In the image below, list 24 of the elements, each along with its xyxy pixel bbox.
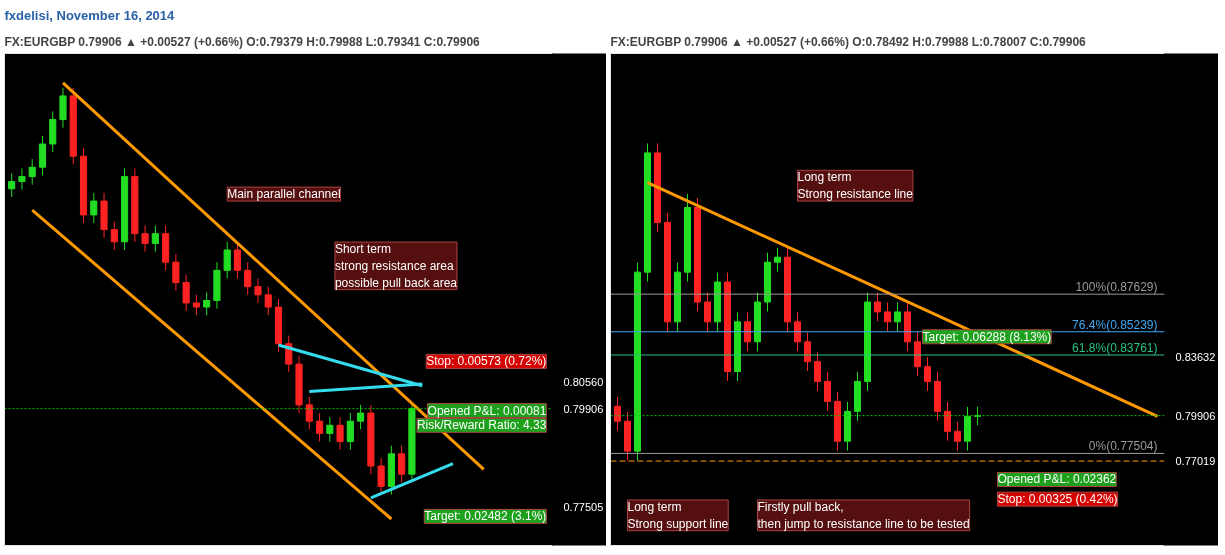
y-tick-label: 0.83632 <box>1175 351 1216 364</box>
ref-line-label: 0%(0.77504) <box>1088 439 1158 454</box>
text: fxdelisi, November 16, 2014 <box>4 7 176 23</box>
annotation: Firstly pull back, then jump to resistance line to be tested <box>757 499 970 531</box>
y-tick-label: 0.77019 <box>1175 455 1216 468</box>
chart-title: FX:EURGBP 0.79906 ▲ +0.00527 (+0.66%) O:0.78492 H:0.79988 L:0.78007 C:0.79906 <box>610 34 1087 49</box>
y-tick-label: 0.79906 <box>1175 409 1216 422</box>
annotation: Short term strong resistance area possible pull back area <box>334 242 458 290</box>
annotation: Target: 0.02482 (3.1%) <box>424 509 547 524</box>
ref-line-label: 76.4%(0.85239) <box>1072 317 1158 332</box>
annotation: Long term Strong support line <box>627 499 729 531</box>
annotation: Main parallel channel <box>227 187 341 202</box>
y-tick-label: 0.80560 <box>563 376 604 389</box>
ref-line-label: 100%(0.87629) <box>1075 280 1158 295</box>
annotation: Opened P&L: 0.00081 <box>427 403 547 418</box>
annotation: Stop: 0.00573 (0.72%) <box>426 354 547 369</box>
annotation: Stop: 0.00325 (0.42%) <box>997 492 1118 507</box>
y-tick-label: 0.79906 <box>563 402 604 415</box>
y-tick-label: 0.77505 <box>563 500 604 513</box>
ref-line-label: 61.8%(0.83761) <box>1072 341 1158 356</box>
annotation: Risk/Reward Ratio: 4.33 <box>416 418 547 433</box>
chart-title: FX:EURGBP 0.79906 ▲ +0.00527 (+0.66%) O:0.79379 H:0.79988 L:0.79341 C:0.79906 <box>4 34 481 49</box>
annotation: Opened P&L: 0.02362 <box>997 472 1117 487</box>
annotation: Long term Strong resistance line <box>797 170 914 202</box>
